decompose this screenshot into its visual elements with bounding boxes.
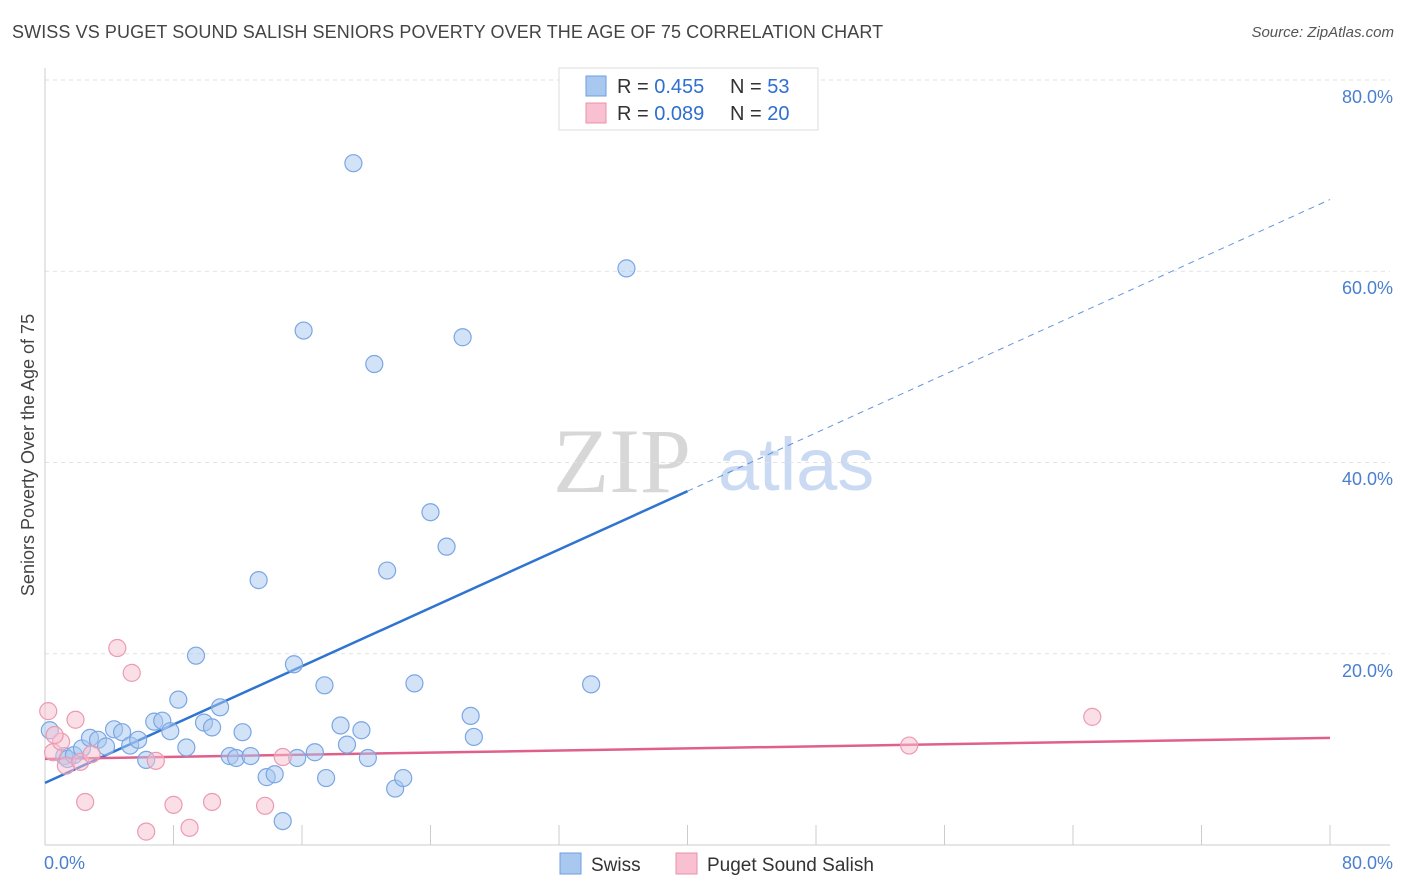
watermark-atlas: atlas <box>718 423 874 506</box>
legend-r-label: R = <box>617 103 654 125</box>
legend-row-swiss: R = 0.455 <box>617 76 704 98</box>
point-swiss <box>617 259 636 278</box>
point-swiss <box>421 503 440 522</box>
point-swiss <box>464 727 483 747</box>
point-swiss <box>169 690 188 709</box>
point-swiss <box>305 743 324 762</box>
legend-swatch-salish <box>585 102 607 124</box>
legend-n-label: N = <box>730 103 767 125</box>
legend-n-row-salish: N = 20 <box>730 103 790 125</box>
legend: R = 0.455 N = 53 R = 0.089 N = 20 <box>558 67 819 131</box>
point-swiss <box>352 721 371 740</box>
point-swiss <box>233 723 252 742</box>
bottom-legend-swatch-swiss <box>559 852 582 875</box>
point-swiss <box>316 768 336 788</box>
point-salish <box>122 663 141 682</box>
point-swiss <box>249 571 268 590</box>
y-tick-label-80: 80.0% <box>1342 87 1393 107</box>
bottom-legend-label-salish: Puget Sound Salish <box>707 855 874 876</box>
point-salish <box>76 792 95 812</box>
point-salish <box>900 736 919 755</box>
point-swiss <box>284 655 304 674</box>
bottom-legend-label-swiss: Swiss <box>591 855 641 876</box>
legend-r-swiss: 0.455 <box>654 76 704 98</box>
point-salish <box>66 710 85 729</box>
point-swiss <box>378 561 397 580</box>
point-salish <box>164 795 183 814</box>
point-swiss <box>241 746 260 766</box>
legend-n-row-swiss: N = 53 <box>730 76 790 98</box>
point-swiss <box>394 768 413 788</box>
point-swiss <box>161 722 180 741</box>
point-swiss <box>437 537 456 556</box>
trend-line-swiss-dashed <box>687 199 1331 492</box>
bottom-legend: Swiss Puget Sound Salish <box>559 852 874 876</box>
axes <box>44 68 1390 846</box>
point-swiss <box>177 738 196 757</box>
y-tick-label-60: 60.0% <box>1342 278 1393 298</box>
legend-r-salish: 0.089 <box>654 103 704 125</box>
point-swiss <box>315 676 334 695</box>
point-salish <box>202 792 222 812</box>
point-salish <box>255 796 275 815</box>
point-swiss <box>273 811 292 831</box>
y-axis-title: Seniors Poverty Over the Age of 75 <box>18 314 38 596</box>
bottom-legend-swatch-salish <box>675 852 698 875</box>
watermark-zip: ZIP <box>553 410 691 512</box>
point-swiss <box>294 321 313 340</box>
point-salish <box>39 702 58 721</box>
point-swiss <box>405 674 424 693</box>
point-swiss <box>365 354 384 374</box>
trend-line-swiss <box>44 490 689 784</box>
x-tick-label-max: 80.0% <box>1342 853 1393 873</box>
point-swiss <box>96 737 116 756</box>
point-salish <box>108 638 127 658</box>
legend-row-salish: R = 0.089 <box>617 103 704 125</box>
legend-r-label: R = <box>617 76 654 98</box>
point-swiss <box>186 646 206 665</box>
chart-title: SWISS VS PUGET SOUND SALISH SENIORS POVE… <box>12 22 884 42</box>
point-swiss <box>210 698 230 717</box>
legend-n-label: N = <box>730 76 767 98</box>
point-swiss <box>582 675 601 694</box>
point-salish <box>82 745 101 764</box>
legend-swatch-swiss <box>585 75 607 97</box>
source-label: Source: ZipAtlas.com <box>1251 24 1394 41</box>
point-swiss <box>453 328 472 347</box>
point-swiss <box>358 748 377 768</box>
point-salish <box>180 818 199 837</box>
point-salish <box>146 751 165 770</box>
point-swiss <box>337 735 357 754</box>
y-tick-label-40: 40.0% <box>1342 469 1393 489</box>
point-salish <box>45 725 64 745</box>
grid <box>45 79 1390 655</box>
point-swiss <box>461 706 480 726</box>
point-salish <box>273 747 292 767</box>
point-salish <box>1083 707 1102 726</box>
point-salish <box>137 822 156 841</box>
point-swiss <box>112 723 132 742</box>
point-swiss <box>331 716 350 735</box>
point-swiss <box>344 154 363 173</box>
trend-lines <box>44 199 1331 784</box>
points <box>39 154 1102 841</box>
point-swiss <box>129 730 148 749</box>
y-tick-label-20: 20.0% <box>1342 661 1393 681</box>
point-swiss <box>265 765 284 784</box>
legend-n-salish: 20 <box>767 103 789 125</box>
point-swiss <box>202 718 222 737</box>
x-tick-label-min: 0.0% <box>44 853 85 873</box>
legend-n-swiss: 53 <box>767 76 789 98</box>
